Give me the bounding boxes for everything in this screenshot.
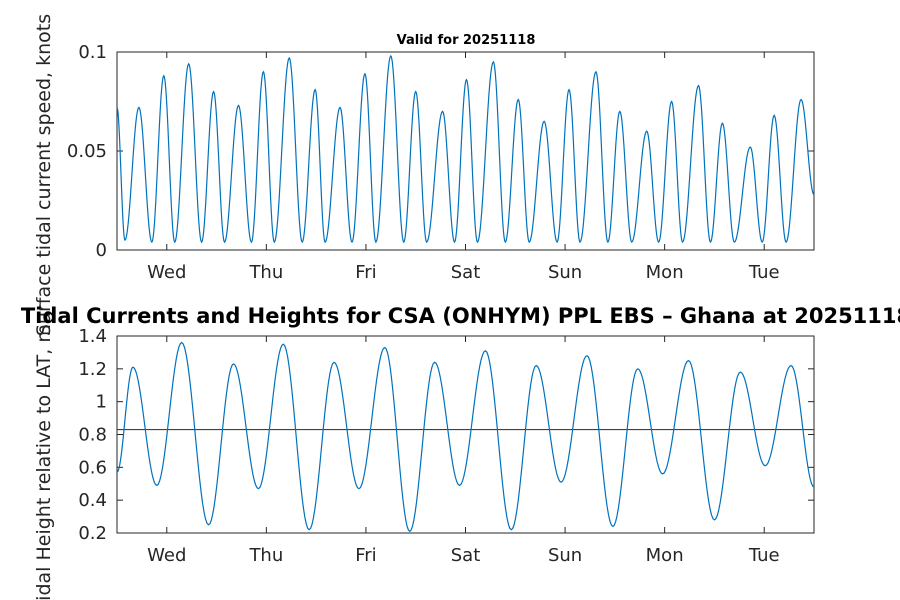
x-ticks-bottom: Wed Thu Fri Sat Sun Mon Tue <box>147 336 780 566</box>
chart-title-top: Valid for 20251118 <box>397 33 536 48</box>
y-ticks-bottom: 0.2 0.4 0.6 0.8 1 1.2 1.4 <box>78 326 814 544</box>
y-tick-label: 1.4 <box>78 326 107 347</box>
x-tick-label: Tue <box>748 262 780 283</box>
y-tick-label: 0.1 <box>78 42 107 63</box>
chart-title-bottom: Tidal Currents and Heights for CSA (ONHY… <box>21 304 900 328</box>
x-tick-label: Sun <box>548 545 582 566</box>
x-tick-label: Mon <box>646 545 684 566</box>
x-tick-label: Sat <box>451 262 481 283</box>
x-tick-label: Sat <box>451 545 481 566</box>
x-tick-label: Tue <box>748 545 780 566</box>
y-axis-label-bottom: Tidal Height relative to LAT, m <box>33 324 55 600</box>
y-ticks-top: 0 0.05 0.1 <box>67 42 814 261</box>
x-tick-label: Thu <box>248 545 283 566</box>
y-tick-label: 0 <box>96 240 107 261</box>
x-tick-label: Sun <box>548 262 582 283</box>
x-tick-label: Fri <box>355 262 376 283</box>
x-tick-label: Wed <box>147 262 186 283</box>
y-tick-label: 1 <box>96 392 107 413</box>
x-tick-label: Thu <box>248 262 283 283</box>
y-tick-label: 0.8 <box>78 425 107 446</box>
y-tick-label: 0.2 <box>78 523 107 544</box>
y-tick-label: 1.2 <box>78 359 107 380</box>
y-axis-label-top: Surface tidal current speed, knots <box>33 14 55 336</box>
y-tick-label: 0.6 <box>78 457 107 478</box>
x-tick-label: Wed <box>147 545 186 566</box>
tidal-height-series-line <box>116 341 815 533</box>
tidal-height-chart: Tidal Currents and Heights for CSA (ONHY… <box>21 304 900 600</box>
x-tick-label: Fri <box>355 545 376 566</box>
y-tick-label: 0.4 <box>78 490 107 511</box>
x-tick-label: Mon <box>646 262 684 283</box>
current-speed-series-line <box>116 54 815 244</box>
y-tick-label: 0.05 <box>67 141 107 162</box>
x-ticks-top: Wed Thu Fri Sat Sun Mon Tue <box>147 52 780 283</box>
current-speed-chart: Valid for 20251118 0 0.05 0.1 Wed Thu Fri Sat… <box>33 14 815 336</box>
